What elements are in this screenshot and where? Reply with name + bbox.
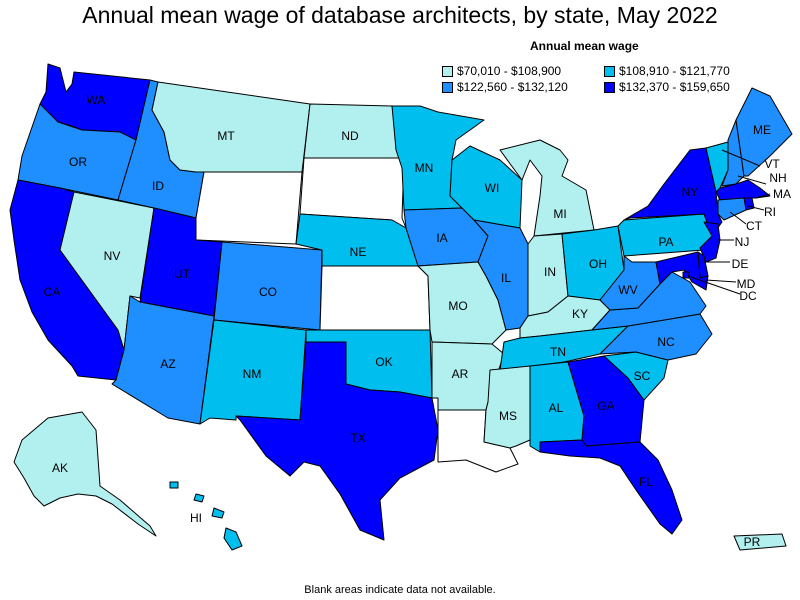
legend-swatch-4 [604,81,615,93]
state-labels-layer: WA OR CA NV ID MT UT CO AZ NM ND NE OK T… [44,93,791,549]
state-vt[interactable] [705,141,729,193]
label-wa: WA [87,93,106,107]
connector-lines [687,149,771,295]
legend-swatch-2 [604,65,615,77]
state-me[interactable] [735,87,793,177]
states-layer [9,63,793,551]
label-ak: AK [52,461,68,475]
map-title: Annual mean wage of database architects,… [82,2,718,28]
label-nh: NH [769,171,786,185]
label-pr: PR [744,535,761,549]
label-mt: MT [217,129,235,143]
label-mo: MO [448,299,467,313]
label-hi: HI [190,511,202,525]
label-tn: TN [550,345,566,359]
label-tx: TX [350,431,365,445]
label-mn: MN [415,161,434,175]
label-me: ME [753,123,771,137]
label-vt: VT [764,157,780,171]
state-tx[interactable] [235,341,439,541]
label-ky: KY [572,307,588,321]
label-or: OR [69,155,87,169]
state-hi-big[interactable] [223,527,243,551]
label-il: IL [501,271,511,285]
label-sc: SC [634,369,651,383]
legend-label-1: $70,010 - $108,900 [457,64,562,78]
label-in: IN [544,265,556,279]
legend-label-2: $108,910 - $121,770 [619,64,730,78]
label-ia: IA [436,231,447,245]
state-ks[interactable] [319,265,431,331]
state-hi-kauai[interactable] [169,481,179,489]
label-nd: ND [341,129,359,143]
label-fl: FL [639,475,653,489]
label-ok: OK [375,355,392,369]
label-ca: CA [44,285,61,299]
legend-swatch-3 [442,81,453,93]
label-ga: GA [597,399,614,413]
state-nm[interactable] [199,319,307,425]
legend-label-3: $122,560 - $132,120 [457,80,568,94]
legend-swatch-1 [442,65,453,77]
state-ak[interactable] [13,411,157,537]
label-mi: MI [553,207,566,221]
label-ms: MS [499,409,517,423]
label-wv: WV [618,283,637,297]
state-md[interactable] [655,251,709,291]
label-oh: OH [589,257,607,271]
label-de: DE [732,257,749,271]
label-az: AZ [160,357,175,371]
state-dc[interactable] [682,271,690,279]
label-ne: NE [350,245,367,259]
state-ct[interactable] [717,197,747,221]
legend-label-4: $132,370 - $159,650 [619,80,730,94]
state-hi-oahu[interactable] [193,493,205,503]
label-id: ID [152,179,164,193]
label-ri: RI [764,205,776,219]
label-ar: AR [452,367,469,381]
state-mt[interactable] [151,81,311,173]
label-nm: NM [243,367,262,381]
state-wy[interactable] [195,171,303,245]
legend-item-1: $70,010 - $108,900 [442,64,561,78]
state-pr[interactable] [733,533,787,551]
footnote: Blank areas indicate data not available. [304,584,496,596]
label-co: CO [259,285,277,299]
label-wi: WI [485,181,500,195]
state-il[interactable] [473,219,529,331]
label-ma: MA [773,187,791,201]
label-nc: NC [657,335,675,349]
state-fl[interactable] [539,439,683,535]
legend-item-2: $108,910 - $121,770 [604,64,730,78]
label-nj: NJ [735,235,750,249]
state-nj[interactable] [699,221,721,263]
label-md: MD [737,277,756,291]
label-ct: CT [746,219,763,233]
state-ny[interactable] [623,147,723,237]
label-pa: PA [658,235,673,249]
legend-item-3: $122,560 - $132,120 [442,80,568,94]
state-ms[interactable] [483,365,531,449]
label-nv: NV [104,249,121,263]
legend-item-4: $132,370 - $159,650 [604,80,730,94]
label-al: AL [549,401,564,415]
label-ut: UT [174,267,191,281]
legend-title: Annual mean wage [530,39,639,53]
label-dc: DC [739,289,757,303]
label-ny: NY [682,185,699,199]
state-hi-maui[interactable] [211,507,225,519]
